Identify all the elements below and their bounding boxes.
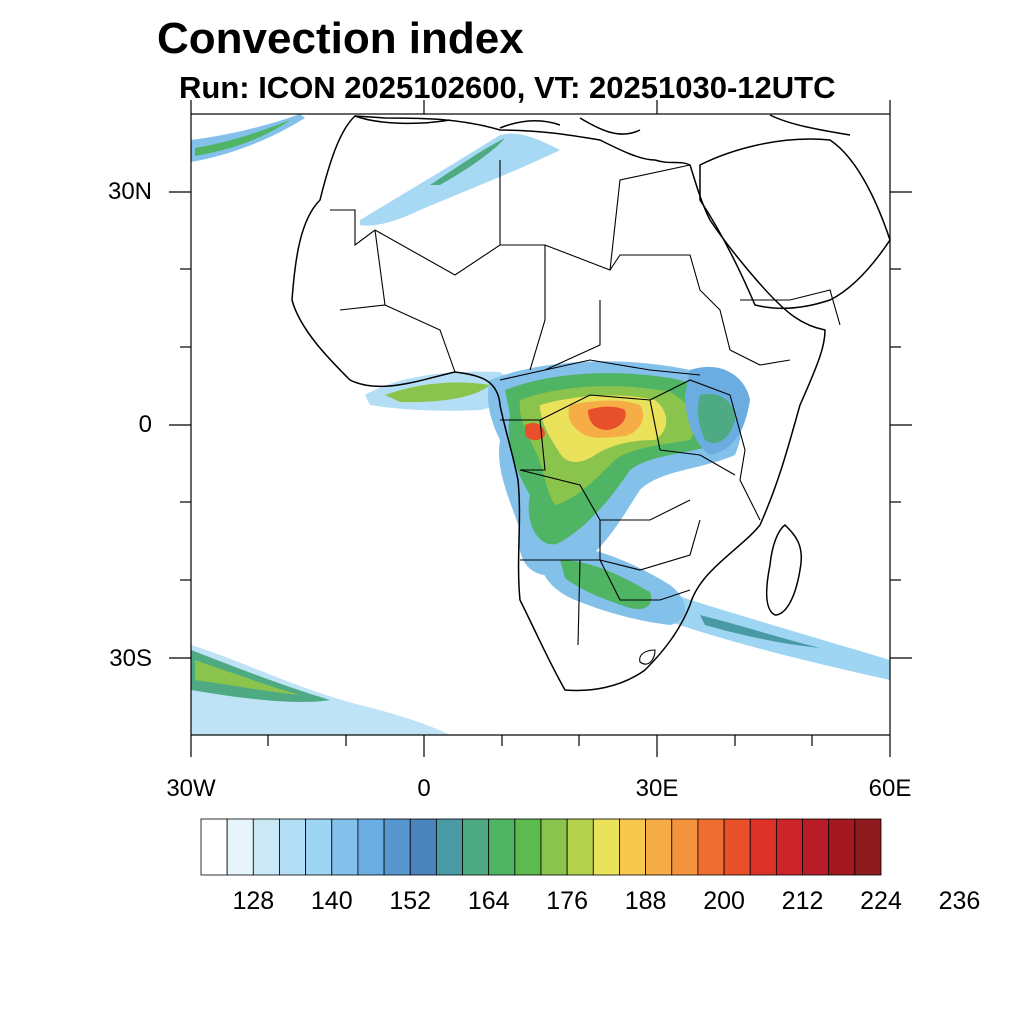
colorbar-swatch [331,818,359,876]
chart-subtitle: Run: ICON 2025102600, VT: 20251030-12UTC [179,70,836,105]
colorbar-swatch [802,818,830,876]
madagascar-coastline [765,524,802,616]
colorbar [200,818,882,876]
europe-coastline [354,114,851,136]
lat-label-30s: 30S [109,645,152,672]
colorbar-swatch [697,818,725,876]
colorbar-swatch [514,818,542,876]
colorbar-swatch [252,818,280,876]
lon-label-30w: 30W [166,775,216,802]
lon-label-0: 0 [417,775,431,802]
colorbar-swatch [357,818,385,876]
colorbar-swatch [723,818,751,876]
colorbar-swatch [226,818,254,876]
lon-label-60e: 60E [868,775,912,802]
southern-ocean-band [191,645,450,735]
colorbar-swatch [828,818,856,876]
colorbar-tick-label: 128 [232,887,275,915]
africa-coastline [291,115,826,692]
colorbar-swatch [645,818,673,876]
colorbar-swatch [409,818,437,876]
colorbar-swatch [383,818,411,876]
colorbar-swatch [619,818,647,876]
colorbar-tick-label: 236 [938,887,981,915]
colorbar-tick-label: 152 [389,887,432,915]
colorbar-swatch [854,818,882,876]
colorbar-tick-label: 188 [624,887,667,915]
colorbar-swatch [435,818,463,876]
colorbar-swatch [566,818,594,876]
colorbar-tick-label: 140 [310,887,353,915]
lat-label-30n: 30N [107,178,152,205]
colorbar-swatch [279,818,307,876]
axis-ticks [169,100,912,757]
colorbar-swatch [671,818,699,876]
colorbar-swatch [305,818,333,876]
country-borders [330,160,841,665]
convection-field [191,114,890,735]
colorbar-swatch [749,818,777,876]
lon-label-30e: 30E [635,775,679,802]
saharan-streak [360,133,560,226]
colorbar-tick-label: 176 [546,887,588,915]
arabia-coastline [699,138,891,310]
colorbar-swatch [488,818,516,876]
colorbar-swatch [775,818,803,876]
colorbar-tick-label: 224 [860,887,902,915]
coastlines [291,114,891,692]
colorbar-tick-label: 200 [703,887,745,915]
colorbar-swatch [462,818,490,876]
colorbar-tick-label: 164 [467,887,510,915]
southern-ocean-band-core [191,650,330,702]
chart-title: Convection index [157,14,524,63]
colorbar-tick-label: 212 [781,887,824,915]
colorbar-swatch [592,818,620,876]
colorbar-swatch [200,818,228,876]
colorbar-swatch [540,818,568,876]
lat-label-0: 0 [138,411,152,438]
